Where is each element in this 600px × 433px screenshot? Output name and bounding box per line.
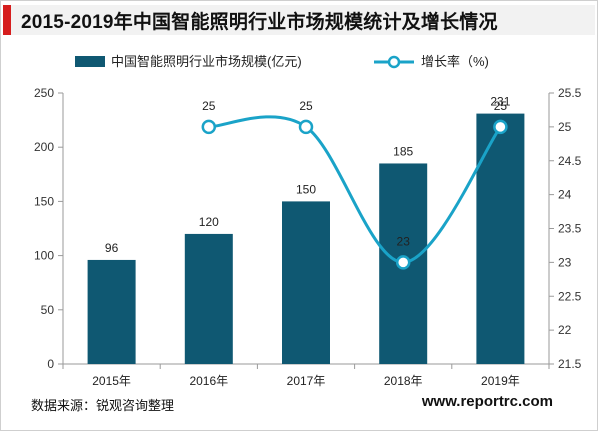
y-left-tick-label: 100: [34, 249, 54, 263]
y-right-tick-label: 23.5: [558, 222, 582, 236]
title-accent-bar: [3, 5, 11, 35]
legend-bar-label: 中国智能照明行业市场规模(亿元): [111, 54, 302, 69]
growth-value-label: 25: [299, 99, 313, 113]
x-tick-label: 2015年: [92, 374, 131, 388]
bar-value-label: 96: [105, 241, 119, 255]
y-left-tick-label: 200: [34, 140, 54, 154]
x-tick-label: 2018年: [384, 374, 423, 388]
growth-point: [298, 119, 314, 135]
growth-point: [493, 119, 508, 135]
bar-value-label: 150: [296, 182, 316, 196]
axes: 05010015020025021.52222.52323.52424.5252…: [34, 86, 582, 388]
y-left-tick-label: 250: [34, 86, 54, 100]
legend: 中国智能照明行业市场规模(亿元) 增长率（%): [75, 54, 489, 69]
chart-title: 2015-2019年中国智能照明行业市场规模统计及增长情况: [21, 11, 498, 33]
y-right-tick-label: 22.5: [558, 289, 582, 303]
growth-point: [395, 255, 411, 270]
legend-line-marker: [387, 55, 401, 69]
legend-line-label: 增长率（%): [421, 54, 489, 69]
bar-value-label: 231: [490, 95, 510, 109]
source-note: 数据来源：锐观咨询整理: [31, 398, 175, 413]
growth-line: [201, 115, 508, 270]
y-right-tick-label: 24.5: [558, 154, 582, 168]
x-tick-label: 2016年: [189, 374, 228, 388]
y-right-tick-label: 22: [558, 323, 572, 337]
growth-value-label: 25: [494, 99, 508, 113]
growth-point: [201, 119, 217, 135]
y-left-tick-label: 150: [34, 194, 54, 208]
x-tick-label: 2017年: [287, 374, 326, 388]
bar: [87, 259, 136, 364]
bar-value-label: 120: [199, 215, 219, 229]
legend-bar-swatch: [75, 56, 105, 67]
x-tick-label: 2019年: [481, 374, 520, 388]
y-right-tick-label: 25.5: [558, 86, 582, 100]
bars: [87, 113, 525, 364]
y-left-tick-label: 50: [41, 303, 55, 317]
bar: [476, 113, 525, 364]
growth-value-label: 23: [397, 234, 411, 248]
y-right-tick-label: 21.5: [558, 357, 582, 371]
y-right-tick-label: 25: [558, 120, 572, 134]
title-bar: 2015-2019年中国智能照明行业市场规模统计及增长情况: [3, 5, 595, 35]
y-left-tick-label: 0: [47, 357, 54, 371]
bar-value-label: 185: [393, 144, 413, 158]
bar: [184, 233, 233, 364]
bar: [282, 201, 330, 364]
y-right-tick-label: 23: [558, 255, 572, 269]
growth-value-label: 25: [202, 99, 216, 113]
website-link[interactable]: www.reportrc.com: [421, 393, 553, 410]
growth-line-path: [208, 115, 502, 264]
y-right-tick-label: 24: [558, 188, 572, 202]
